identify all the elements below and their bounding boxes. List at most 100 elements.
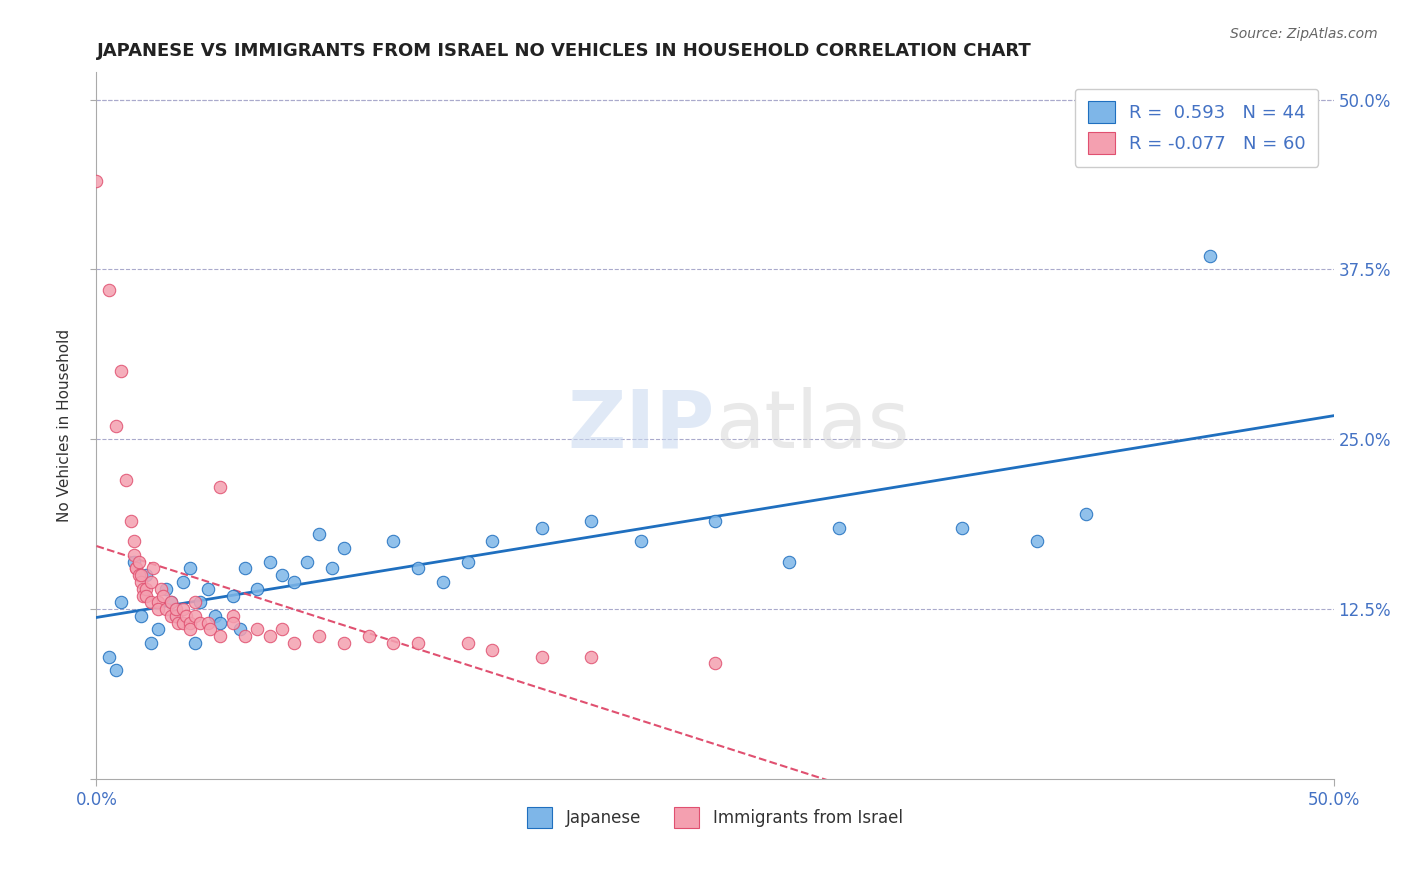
Point	[382, 636, 405, 650]
Point	[283, 574, 305, 589]
Point	[197, 582, 219, 596]
Point	[122, 548, 145, 562]
Point	[125, 561, 148, 575]
Point	[97, 283, 120, 297]
Point	[950, 520, 973, 534]
Point	[172, 602, 194, 616]
Point	[129, 568, 152, 582]
Point	[308, 629, 330, 643]
Point	[1074, 507, 1097, 521]
Point	[432, 574, 454, 589]
Point	[630, 534, 652, 549]
Text: ZIP: ZIP	[568, 386, 716, 465]
Point	[148, 602, 170, 616]
Point	[110, 595, 132, 609]
Point	[120, 514, 142, 528]
Point	[139, 574, 162, 589]
Point	[184, 636, 207, 650]
Point	[778, 555, 800, 569]
Point	[128, 568, 150, 582]
Point	[139, 595, 162, 609]
Point	[105, 663, 128, 677]
Point	[132, 589, 155, 603]
Point	[271, 568, 294, 582]
Point	[155, 602, 177, 616]
Point	[209, 615, 232, 630]
Point	[382, 534, 405, 549]
Point	[246, 623, 269, 637]
Point	[333, 636, 356, 650]
Point	[142, 561, 165, 575]
Text: atlas: atlas	[716, 386, 910, 465]
Point	[229, 623, 252, 637]
Text: Source: ZipAtlas.com: Source: ZipAtlas.com	[1230, 27, 1378, 41]
Point	[135, 589, 157, 603]
Point	[190, 615, 212, 630]
Point	[333, 541, 356, 555]
Point	[259, 629, 281, 643]
Point	[308, 527, 330, 541]
Point	[184, 595, 207, 609]
Point	[1198, 249, 1220, 263]
Point	[179, 615, 201, 630]
Point	[110, 364, 132, 378]
Point	[165, 608, 187, 623]
Point	[283, 636, 305, 650]
Point	[152, 589, 174, 603]
Point	[86, 174, 108, 188]
Point	[295, 555, 318, 569]
Point	[271, 623, 294, 637]
Point	[115, 473, 138, 487]
Point	[406, 561, 429, 575]
Point	[704, 514, 727, 528]
Point	[149, 582, 172, 596]
Point	[159, 595, 181, 609]
Point	[167, 615, 190, 630]
Point	[406, 636, 429, 650]
Point	[128, 555, 150, 569]
Point	[530, 649, 553, 664]
Point	[135, 582, 157, 596]
Point	[172, 615, 194, 630]
Point	[165, 602, 187, 616]
Point	[179, 561, 201, 575]
Point	[122, 534, 145, 549]
Point	[246, 582, 269, 596]
Point	[155, 582, 177, 596]
Point	[200, 623, 222, 637]
Point	[159, 608, 181, 623]
Point	[97, 649, 120, 664]
Point	[530, 520, 553, 534]
Point	[828, 520, 851, 534]
Point	[204, 608, 226, 623]
Point	[125, 561, 148, 575]
Point	[174, 608, 197, 623]
Point	[581, 649, 603, 664]
Point	[148, 623, 170, 637]
Point	[129, 608, 152, 623]
Point	[209, 629, 232, 643]
Point	[179, 623, 201, 637]
Point	[190, 595, 212, 609]
Y-axis label: No Vehicles in Household: No Vehicles in Household	[58, 329, 72, 522]
Point	[233, 561, 256, 575]
Point	[209, 480, 232, 494]
Point	[172, 574, 194, 589]
Point	[704, 657, 727, 671]
Point	[581, 514, 603, 528]
Point	[457, 636, 479, 650]
Point	[321, 561, 343, 575]
Point	[148, 595, 170, 609]
Point	[233, 629, 256, 643]
Point	[221, 589, 243, 603]
Point	[221, 615, 243, 630]
Point	[132, 582, 155, 596]
Point	[259, 555, 281, 569]
Point	[159, 595, 181, 609]
Legend: Japanese, Immigrants from Israel: Japanese, Immigrants from Israel	[520, 800, 910, 834]
Point	[457, 555, 479, 569]
Point	[139, 636, 162, 650]
Point	[105, 418, 128, 433]
Point	[197, 615, 219, 630]
Point	[357, 629, 380, 643]
